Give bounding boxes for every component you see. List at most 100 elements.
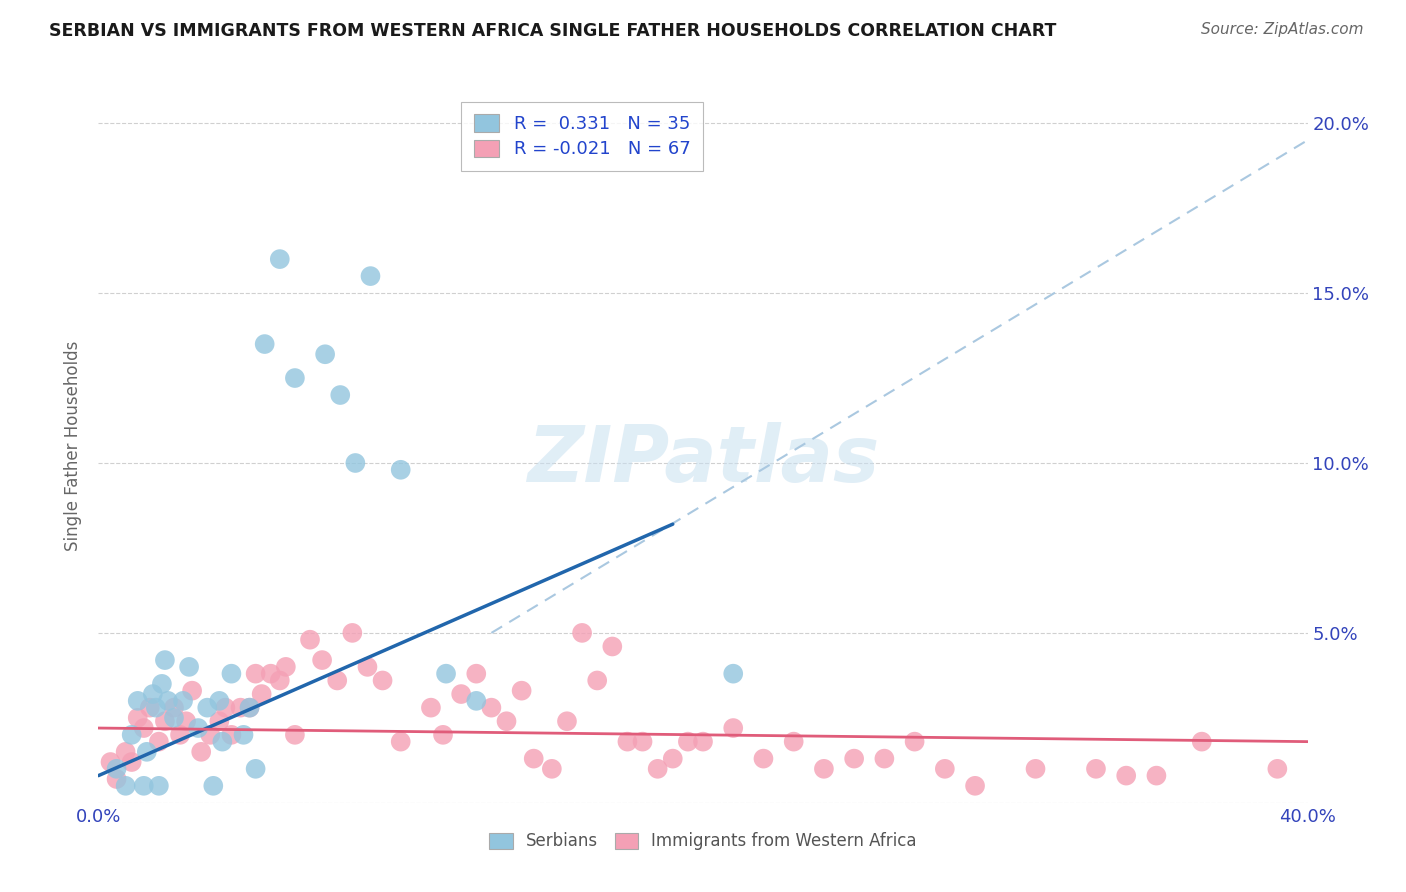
Point bbox=[342, 626, 364, 640]
Point bbox=[523, 751, 546, 765]
Point bbox=[132, 779, 155, 793]
Point bbox=[169, 728, 191, 742]
Point bbox=[510, 683, 533, 698]
Point bbox=[232, 728, 254, 742]
Point bbox=[465, 666, 488, 681]
Point bbox=[221, 666, 243, 681]
Point bbox=[153, 714, 176, 729]
Point bbox=[139, 700, 162, 714]
Point bbox=[692, 734, 714, 748]
Point bbox=[208, 694, 231, 708]
Point bbox=[723, 721, 745, 735]
Point bbox=[647, 762, 669, 776]
Point bbox=[1085, 762, 1108, 776]
Point bbox=[163, 711, 186, 725]
Point bbox=[245, 762, 267, 776]
Point bbox=[311, 653, 333, 667]
Point bbox=[253, 337, 276, 351]
Point bbox=[540, 762, 562, 776]
Point bbox=[260, 666, 283, 681]
Point bbox=[142, 687, 165, 701]
Point bbox=[676, 734, 699, 748]
Point bbox=[127, 694, 149, 708]
Point bbox=[465, 694, 488, 708]
Point bbox=[121, 755, 143, 769]
Point bbox=[571, 626, 593, 640]
Y-axis label: Single Father Households: Single Father Households bbox=[65, 341, 83, 551]
Point bbox=[181, 683, 204, 698]
Point bbox=[965, 779, 987, 793]
Point bbox=[200, 728, 222, 742]
Point bbox=[631, 734, 654, 748]
Point bbox=[602, 640, 624, 654]
Point bbox=[844, 751, 866, 765]
Point bbox=[100, 755, 122, 769]
Point bbox=[495, 714, 517, 729]
Point bbox=[371, 673, 394, 688]
Point bbox=[172, 694, 194, 708]
Point bbox=[934, 762, 956, 776]
Point bbox=[202, 779, 225, 793]
Point bbox=[873, 751, 896, 765]
Point bbox=[299, 632, 322, 647]
Point bbox=[105, 762, 128, 776]
Point bbox=[904, 734, 927, 748]
Point bbox=[211, 734, 233, 748]
Point bbox=[284, 728, 307, 742]
Point bbox=[114, 779, 136, 793]
Point bbox=[326, 673, 349, 688]
Point bbox=[813, 762, 835, 776]
Point bbox=[153, 653, 176, 667]
Point bbox=[329, 388, 352, 402]
Text: ZIPatlas: ZIPatlas bbox=[527, 422, 879, 499]
Point bbox=[586, 673, 609, 688]
Point bbox=[389, 463, 412, 477]
Point bbox=[221, 728, 243, 742]
Point bbox=[105, 772, 128, 786]
Point bbox=[783, 734, 806, 748]
Point bbox=[250, 687, 273, 701]
Text: SERBIAN VS IMMIGRANTS FROM WESTERN AFRICA SINGLE FATHER HOUSEHOLDS CORRELATION C: SERBIAN VS IMMIGRANTS FROM WESTERN AFRIC… bbox=[49, 22, 1056, 40]
Point bbox=[195, 700, 218, 714]
Point bbox=[179, 660, 201, 674]
Point bbox=[190, 745, 212, 759]
Point bbox=[481, 700, 503, 714]
Point bbox=[127, 711, 149, 725]
Point bbox=[163, 700, 186, 714]
Point bbox=[389, 734, 412, 748]
Point bbox=[434, 666, 457, 681]
Point bbox=[360, 269, 382, 284]
Point bbox=[145, 700, 167, 714]
Point bbox=[661, 751, 683, 765]
Point bbox=[284, 371, 307, 385]
Point bbox=[214, 700, 236, 714]
Point bbox=[432, 728, 454, 742]
Point bbox=[314, 347, 336, 361]
Point bbox=[239, 700, 262, 714]
Point bbox=[356, 660, 378, 674]
Point bbox=[1267, 762, 1289, 776]
Point bbox=[114, 745, 136, 759]
Point bbox=[555, 714, 578, 729]
Point bbox=[1115, 769, 1137, 783]
Point bbox=[156, 694, 179, 708]
Point bbox=[616, 734, 638, 748]
Point bbox=[274, 660, 297, 674]
Point bbox=[344, 456, 367, 470]
Point bbox=[723, 666, 745, 681]
Legend: Serbians, Immigrants from Western Africa: Serbians, Immigrants from Western Africa bbox=[481, 824, 925, 859]
Point bbox=[420, 700, 443, 714]
Point bbox=[239, 700, 262, 714]
Point bbox=[1024, 762, 1046, 776]
Point bbox=[245, 666, 267, 681]
Point bbox=[229, 700, 252, 714]
Point bbox=[150, 677, 173, 691]
Point bbox=[135, 745, 157, 759]
Point bbox=[121, 728, 143, 742]
Point bbox=[1144, 769, 1167, 783]
Point bbox=[174, 714, 197, 729]
Point bbox=[148, 779, 170, 793]
Point bbox=[269, 673, 291, 688]
Point bbox=[187, 721, 209, 735]
Point bbox=[752, 751, 775, 765]
